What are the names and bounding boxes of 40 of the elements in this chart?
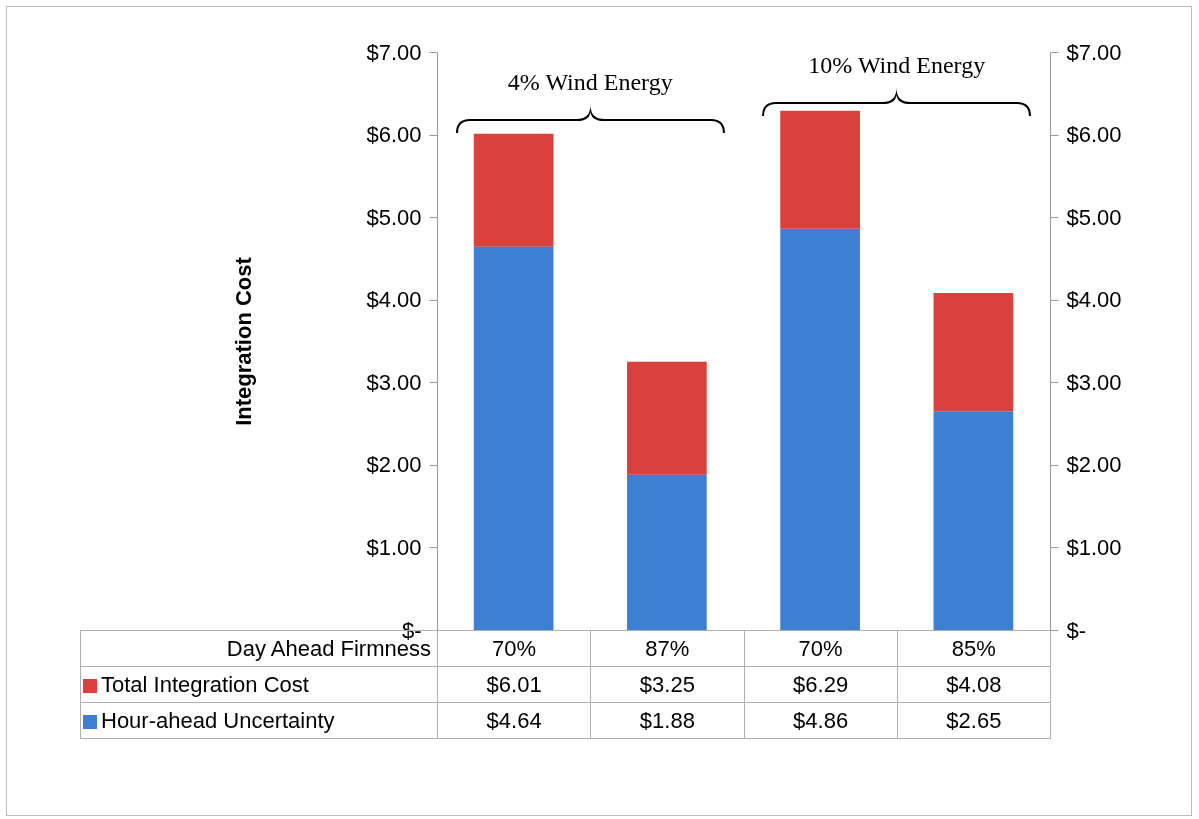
- y2-tick-label: $4.00: [1066, 287, 1122, 313]
- x-tick-label: 70%: [437, 630, 591, 667]
- x-tick-label: 87%: [590, 630, 744, 667]
- y2-tick-label: $1.00: [1066, 534, 1122, 560]
- y2-tick-label: $6.00: [1066, 122, 1122, 148]
- y-axis-title: Integration Cost: [231, 256, 257, 426]
- total-label: $6.01: [437, 666, 591, 703]
- bar: [933, 411, 1014, 630]
- y-tick-label: $4.00: [366, 287, 422, 313]
- bar: [627, 361, 707, 475]
- bar: [473, 246, 554, 630]
- y2-tick-label: $7.00: [1066, 39, 1122, 65]
- y2-tick-label: $5.00: [1066, 204, 1122, 230]
- bar: [780, 110, 860, 229]
- annotation: 10% Wind Energy: [808, 52, 986, 80]
- data-label: $2.65: [897, 702, 1051, 739]
- data-label: $1.88: [590, 702, 744, 739]
- bar: [933, 293, 1014, 412]
- data-label: $4.64: [437, 702, 591, 739]
- y-tick-label: $1.00: [366, 534, 422, 560]
- y2-tick-label: $-: [1066, 617, 1087, 643]
- y-tick-label: $2.00: [366, 452, 422, 478]
- bar: [627, 474, 707, 630]
- y-tick-label: $6.00: [366, 122, 422, 148]
- total-label: $4.08: [897, 666, 1051, 703]
- y2-tick-label: $3.00: [1066, 369, 1122, 395]
- bar: [473, 133, 554, 247]
- legend-label: Hour-ahead Uncertainty: [80, 702, 438, 739]
- y-tick-label: $7.00: [366, 39, 422, 65]
- y-tick-label: $5.00: [366, 204, 422, 230]
- total-label: $6.29: [744, 666, 898, 703]
- bar: [780, 228, 860, 630]
- y2-tick-label: $2.00: [1066, 452, 1122, 478]
- total-label: $3.25: [590, 666, 744, 703]
- x-tick-label: 85%: [897, 630, 1051, 667]
- annotation: 4% Wind Energy: [507, 68, 673, 96]
- x-tick-label: 70%: [744, 630, 898, 667]
- data-label: $4.86: [744, 702, 898, 739]
- legend-label: Total Integration Cost: [80, 666, 438, 703]
- y-tick-label: $3.00: [366, 369, 422, 395]
